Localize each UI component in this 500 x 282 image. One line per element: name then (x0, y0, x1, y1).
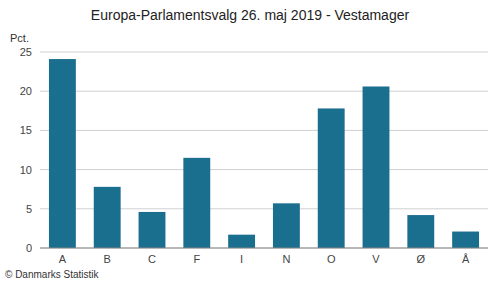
bar (273, 203, 300, 248)
x-tick-label: N (282, 253, 290, 265)
grid (40, 52, 488, 248)
title: Europa-Parlamentsvalg 26. maj 2019 - Ves… (91, 7, 410, 23)
grid-line (40, 130, 488, 131)
y-tick-label: 25 (20, 46, 32, 58)
bars (49, 59, 479, 248)
grid-line (40, 52, 488, 53)
x-tick-label: B (104, 253, 111, 265)
chart-svg: Europa-Parlamentsvalg 26. maj 2019 - Ves… (0, 0, 500, 282)
bar (139, 212, 166, 248)
grid-line (40, 248, 488, 249)
y-axis-label: Pct. (10, 32, 29, 44)
bar (183, 158, 210, 248)
x-tick-label: Å (462, 253, 470, 265)
bar (318, 108, 345, 248)
chart-container: Europa-Parlamentsvalg 26. maj 2019 - Ves… (0, 0, 500, 282)
grid-line (40, 91, 488, 92)
bar (407, 215, 434, 248)
footer: © Danmarks Statistik (5, 269, 100, 280)
x-tick-label: V (372, 253, 380, 265)
y-tick-label: 5 (26, 203, 32, 215)
bar (452, 232, 479, 248)
x-tick-label: F (193, 253, 200, 265)
x-tick-label: I (240, 253, 243, 265)
grid-line (40, 169, 488, 170)
y-tick-label: 0 (26, 242, 32, 254)
x-tick-label: A (59, 253, 67, 265)
y-tick-label: 15 (20, 124, 32, 136)
bar (363, 86, 390, 248)
bar (49, 59, 76, 248)
y-tick-label: 10 (20, 164, 32, 176)
x-tick-label: O (327, 253, 336, 265)
x-tick-label: C (148, 253, 156, 265)
bar (228, 235, 255, 248)
bar (94, 187, 121, 248)
x-tick-label: Ø (417, 253, 426, 265)
x-axis-line (40, 248, 488, 249)
y-tick-label: 20 (20, 85, 32, 97)
